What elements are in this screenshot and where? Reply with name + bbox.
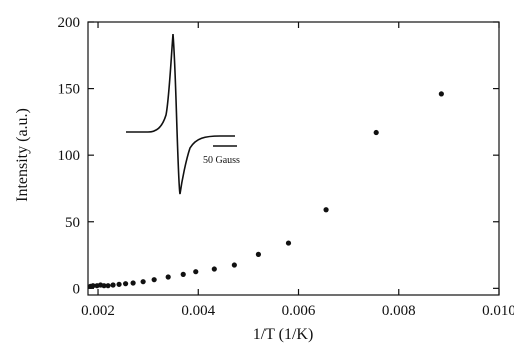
data-point: [110, 282, 116, 288]
x-axis-ticks: 0.002 0.004 0.006 0.008 0.010: [81, 22, 514, 319]
y-axis-label: Intensity (a.u.): [14, 108, 31, 202]
inset-signal: 50 Gauss: [126, 33, 240, 195]
data-point: [373, 129, 379, 136]
data-point: [285, 240, 292, 246]
data-point: [323, 207, 329, 213]
x-tick-label: 0.008: [382, 303, 416, 319]
data-point: [130, 280, 136, 286]
data-point: [231, 262, 237, 268]
plot-frame: [87, 21, 500, 296]
data-point: [140, 279, 146, 285]
x-tick-label: 0.006: [282, 303, 316, 319]
y-tick-label: 50: [65, 215, 80, 231]
data-point: [116, 281, 122, 287]
data-point: [438, 91, 444, 97]
data-point: [105, 283, 111, 289]
y-axis-ticks: 0 50 100 150 200: [58, 15, 499, 297]
y-tick-label: 0: [73, 281, 81, 297]
data-point: [180, 271, 186, 277]
x-tick-label: 0.002: [81, 303, 115, 319]
y-tick-label: 200: [58, 15, 81, 31]
y-tick-label: 150: [58, 82, 81, 98]
data-point: [255, 251, 262, 257]
plot-border: [87, 21, 500, 296]
x-axis-label: 1/T (1/K): [253, 326, 314, 343]
inset-scale-label: 50 Gauss: [203, 155, 240, 166]
inset-signal-curve: [126, 33, 235, 195]
data-point: [90, 283, 96, 289]
data-point: [151, 277, 157, 283]
data-points: [87, 91, 444, 289]
x-tick-label: 0.004: [181, 303, 215, 319]
data-point: [101, 283, 107, 289]
y-tick-label: 100: [58, 148, 81, 164]
data-point: [193, 269, 199, 275]
data-point: [211, 266, 217, 272]
x-tick-label: 0.010: [482, 303, 514, 319]
data-point: [165, 274, 171, 280]
data-point: [122, 281, 129, 287]
